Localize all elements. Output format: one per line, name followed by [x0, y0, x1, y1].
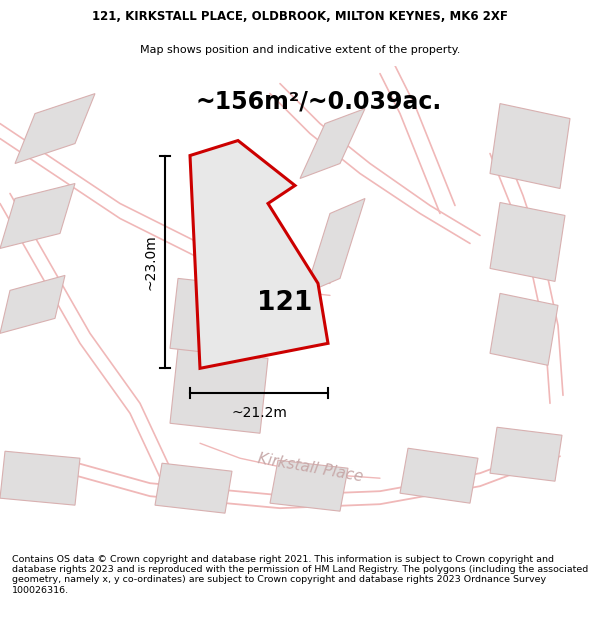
Text: ~156m²/~0.039ac.: ~156m²/~0.039ac. — [195, 89, 441, 114]
Polygon shape — [300, 109, 365, 179]
Polygon shape — [190, 141, 328, 368]
Text: 121: 121 — [257, 291, 313, 316]
Polygon shape — [490, 293, 558, 366]
Polygon shape — [490, 428, 562, 481]
Text: ~23.0m: ~23.0m — [144, 234, 158, 290]
Polygon shape — [0, 451, 80, 505]
Polygon shape — [15, 94, 95, 164]
Text: ~21.2m: ~21.2m — [231, 406, 287, 420]
Text: Contains OS data © Crown copyright and database right 2021. This information is : Contains OS data © Crown copyright and d… — [12, 554, 588, 595]
Polygon shape — [170, 348, 268, 433]
Text: Kirkstall Place: Kirkstall Place — [256, 451, 364, 485]
Polygon shape — [0, 184, 75, 248]
Polygon shape — [400, 448, 478, 503]
Polygon shape — [170, 278, 268, 358]
Polygon shape — [155, 463, 232, 513]
Text: Map shows position and indicative extent of the property.: Map shows position and indicative extent… — [140, 45, 460, 55]
Polygon shape — [305, 199, 365, 293]
Polygon shape — [490, 202, 565, 281]
Polygon shape — [270, 460, 348, 511]
Polygon shape — [490, 104, 570, 189]
Text: 121, KIRKSTALL PLACE, OLDBROOK, MILTON KEYNES, MK6 2XF: 121, KIRKSTALL PLACE, OLDBROOK, MILTON K… — [92, 11, 508, 23]
Polygon shape — [0, 276, 65, 333]
